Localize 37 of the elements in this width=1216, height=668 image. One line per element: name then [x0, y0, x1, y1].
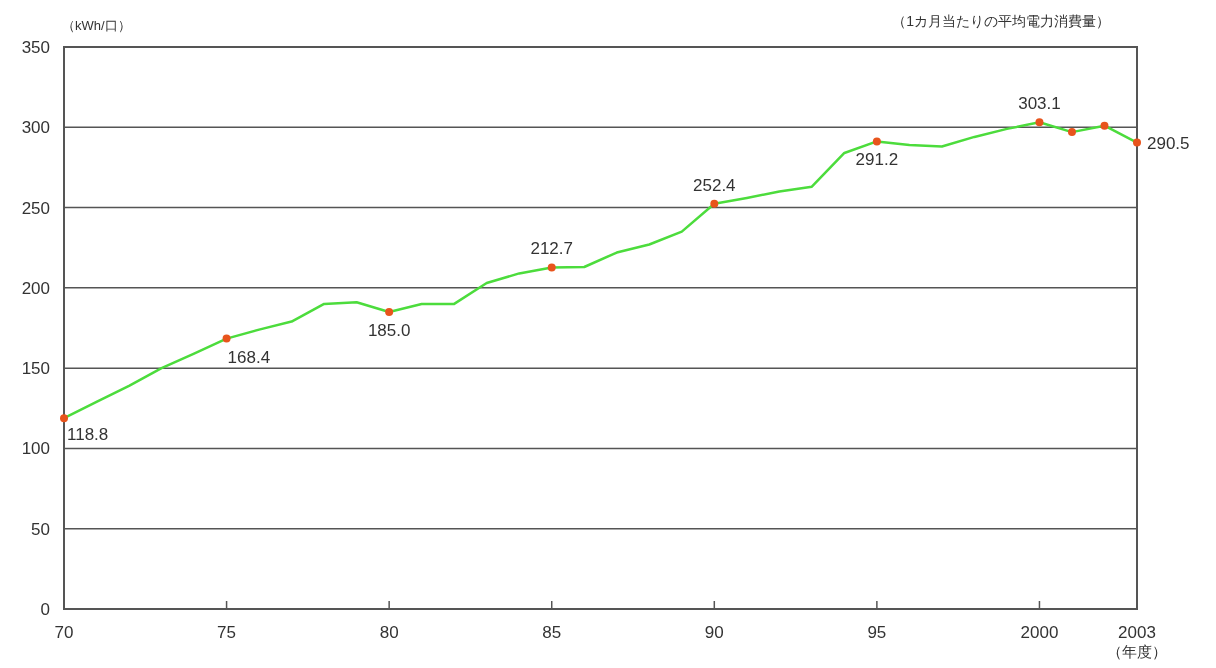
value-label: 290.5	[1147, 133, 1190, 153]
ytick: 0	[40, 600, 50, 619]
value-label: 291.2	[855, 150, 899, 170]
ylabel: （kWh/口）	[62, 18, 131, 33]
xtick: 2003	[1118, 623, 1156, 642]
xtick: 80	[379, 623, 399, 642]
ytick: 250	[21, 198, 50, 218]
ytick: 300	[21, 118, 50, 138]
point	[1067, 128, 1076, 137]
value-label: 168.4	[227, 347, 271, 367]
ytick: 200	[21, 278, 50, 298]
value-label: 185.0	[367, 320, 411, 340]
ytick: 350	[21, 38, 50, 57]
value-label: 303.1	[1018, 94, 1061, 114]
xtick: 90	[704, 623, 724, 642]
point	[710, 199, 719, 208]
point	[385, 307, 394, 316]
point	[1035, 118, 1044, 127]
point	[1100, 121, 1109, 130]
xlabel: （年度）	[1107, 643, 1167, 660]
xtick: 95	[867, 623, 887, 642]
ytick: 50	[31, 519, 50, 539]
value-label: 212.7	[530, 239, 573, 259]
point	[60, 414, 68, 423]
value-label: 118.8	[67, 425, 109, 445]
xtick: 2000	[1020, 623, 1059, 642]
point	[872, 137, 881, 146]
xtick: 70	[54, 623, 74, 642]
ytick: 100	[21, 439, 50, 459]
point	[547, 263, 556, 272]
xtick: 85	[542, 623, 562, 642]
value-label: 252.4	[693, 175, 736, 195]
point	[1133, 138, 1141, 147]
ytick: 150	[21, 359, 50, 379]
point	[222, 334, 231, 343]
subtitle: （1カ月当たりの平均電力消費量）	[892, 13, 1110, 29]
xtick: 75	[217, 623, 237, 642]
